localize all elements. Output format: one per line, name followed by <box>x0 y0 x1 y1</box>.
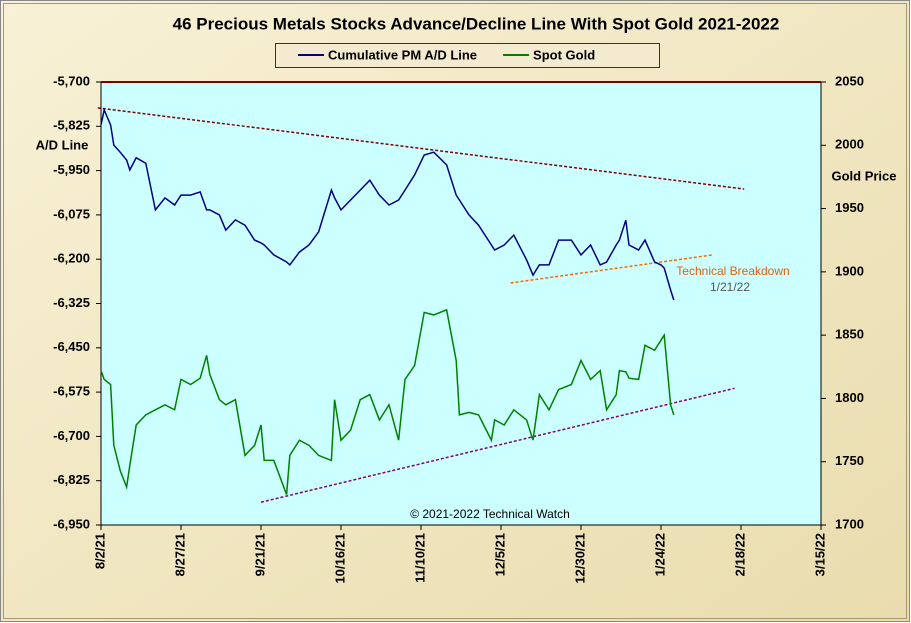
annotation: Technical Breakdown <box>676 264 789 278</box>
x-tick-label: 8/27/21 <box>172 533 187 576</box>
y-axis-label: A/D Line <box>36 137 89 152</box>
legend-label: Spot Gold <box>533 47 595 62</box>
y-tick-label: -6,450 <box>53 339 90 354</box>
copyright: © 2021-2022 Technical Watch <box>410 507 570 521</box>
x-tick-label: 10/16/21 <box>332 533 347 584</box>
x-tick-label: 2/18/22 <box>732 533 747 576</box>
y-tick-label: -6,950 <box>53 516 90 531</box>
x-tick-label: 3/15/22 <box>812 533 827 576</box>
y2-tick-label: 1700 <box>835 516 864 531</box>
y2-tick-label: 1900 <box>835 263 864 278</box>
chart-title: 46 Precious Metals Stocks Advance/Declin… <box>173 14 780 33</box>
y-tick-label: -6,075 <box>53 206 90 221</box>
y2-tick-label: 2050 <box>835 73 864 88</box>
trend-line <box>97 107 745 190</box>
y-tick-label: -6,825 <box>53 472 90 487</box>
y2-tick-label: 1950 <box>835 200 864 215</box>
legend-label: Cumulative PM A/D Line <box>328 47 477 62</box>
annotation: 1/21/22 <box>710 280 750 294</box>
series-line <box>100 107 675 301</box>
y-tick-label: -6,325 <box>53 295 90 310</box>
y-tick-label: -6,700 <box>53 428 90 443</box>
trend-line <box>260 387 735 503</box>
x-tick-label: 9/21/21 <box>252 533 267 576</box>
series-line <box>100 308 675 495</box>
y2-tick-label: 1750 <box>835 453 864 468</box>
x-tick-label: 8/2/21 <box>92 533 107 569</box>
frame <box>3 3 907 619</box>
y-tick-label: -5,950 <box>53 162 90 177</box>
x-tick-label: 12/5/21 <box>492 533 507 576</box>
y2-axis-label: Gold Price <box>831 168 896 183</box>
x-tick-label: 1/24/22 <box>652 533 667 576</box>
y2-tick-label: 1850 <box>835 327 864 342</box>
plot-area <box>101 82 821 525</box>
legend-box <box>275 43 660 68</box>
y-tick-label: -5,700 <box>53 73 90 88</box>
trend-line <box>510 254 713 284</box>
y-tick-label: -6,200 <box>53 251 90 266</box>
x-tick-label: 11/10/21 <box>412 533 427 583</box>
y2-tick-label: 1800 <box>835 390 864 405</box>
y-tick-label: -6,575 <box>53 384 90 399</box>
y-tick-label: -5,825 <box>53 118 90 133</box>
x-tick-label: 12/30/21 <box>572 533 587 584</box>
y2-tick-label: 2000 <box>835 137 864 152</box>
